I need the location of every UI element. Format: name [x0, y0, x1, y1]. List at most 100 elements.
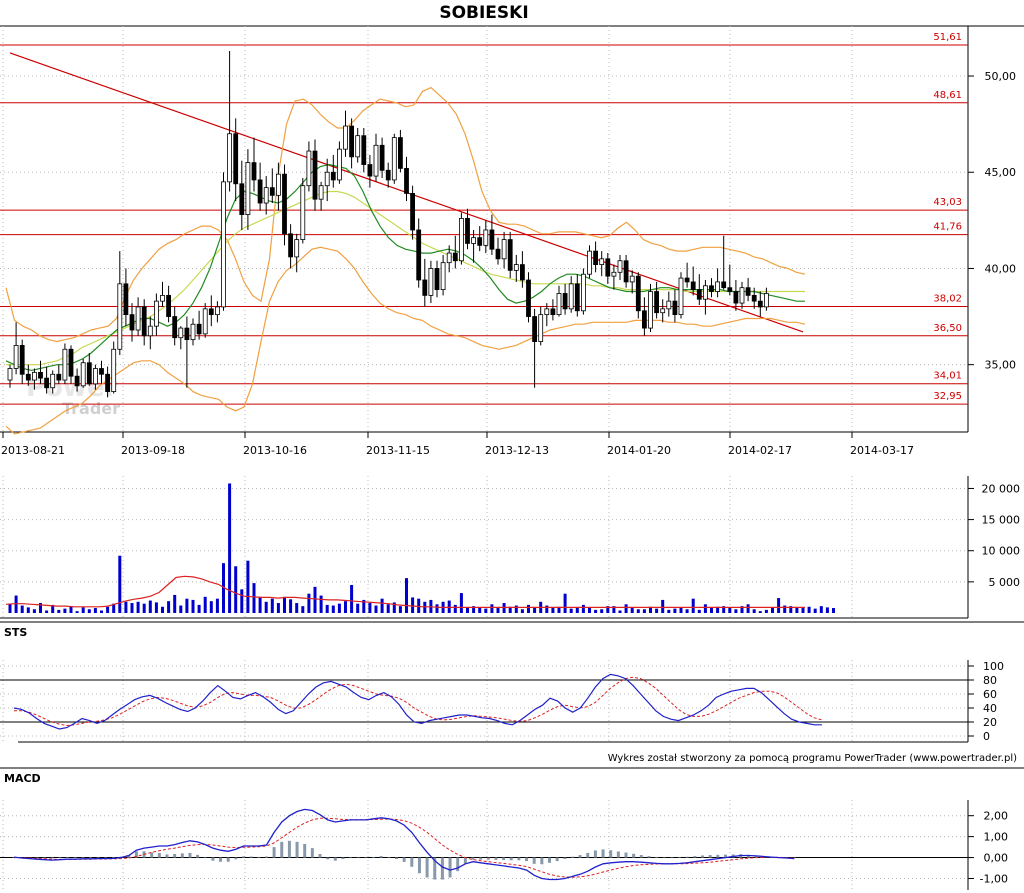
volume-bar-75 — [466, 608, 469, 613]
sts-ytick-label-3: 60 — [983, 688, 997, 701]
candle-11 — [74, 368, 80, 392]
volume-bar-115 — [710, 607, 713, 613]
macd-histogram-bar-99 — [769, 857, 773, 859]
candle-33 — [208, 295, 214, 327]
volume-bar-112 — [691, 598, 695, 613]
macd-histogram-bar-43 — [341, 857, 345, 860]
price-xtick-label-6: 2014-02-17 — [728, 444, 792, 457]
candle-83 — [513, 254, 519, 282]
volume-ytick-label-3: 20 000 — [982, 482, 1021, 495]
macd-histogram-bar-74 — [578, 855, 582, 858]
candle-103 — [635, 272, 641, 319]
candle-17 — [111, 341, 117, 394]
level-label-6: 34,01 — [933, 371, 962, 382]
candle-body-35 — [221, 181, 226, 308]
volume-bar-43 — [270, 598, 274, 613]
candle-body-85 — [526, 279, 531, 317]
candle-body-13 — [86, 362, 92, 385]
candle-66 — [410, 185, 416, 240]
macd-histogram-bar-46 — [364, 857, 368, 859]
candle-body-72 — [446, 252, 452, 264]
volume-bar-21 — [136, 601, 140, 613]
volume-bar-56 — [350, 584, 354, 613]
price-xtick-label-5: 2014-01-20 — [607, 444, 671, 457]
volume-bar-118 — [728, 608, 732, 613]
volume-bar-77 — [478, 607, 482, 613]
price-grid — [0, 26, 968, 890]
macd-histogram-bar-92 — [716, 854, 720, 858]
bollinger-upper-line — [5, 86, 806, 343]
volume-bar-54 — [337, 603, 341, 613]
candle-body-48 — [300, 185, 306, 240]
candle-body-112 — [690, 281, 696, 291]
price-xtick-label-3: 2013-11-15 — [366, 444, 430, 457]
candle-37 — [233, 118, 239, 202]
volume-bar-34 — [215, 598, 219, 613]
macd-histogram-bar-80 — [624, 852, 628, 858]
macd-histogram-bar-35 — [280, 841, 284, 858]
candle-89 — [550, 299, 556, 321]
candle-body-109 — [672, 300, 678, 316]
candle-body-95 — [587, 250, 592, 275]
candle-92 — [568, 276, 574, 313]
candle-15 — [99, 360, 104, 384]
macd-histogram-bar-20 — [165, 854, 169, 858]
candle-120 — [739, 281, 745, 309]
candle-body-111 — [684, 277, 690, 283]
candle-body-117 — [721, 281, 727, 289]
candle-5 — [38, 360, 43, 384]
sts-ytick-label-0: 0 — [983, 730, 990, 743]
candle-121 — [745, 278, 751, 302]
macd-histogram-bar-7 — [66, 857, 70, 858]
volume-bar-16 — [106, 606, 110, 613]
candle-body-43 — [269, 187, 275, 196]
volume-bar-36 — [228, 483, 232, 613]
volume-bar-22 — [142, 603, 146, 613]
volume-bar-55 — [344, 601, 347, 613]
candle-21 — [135, 297, 141, 336]
macd-histogram-bar-16 — [134, 851, 138, 858]
volume-ytick-label-2: 15 000 — [982, 514, 1021, 527]
volume-bar-9 — [63, 608, 67, 613]
candle-body-68 — [422, 279, 428, 296]
candle-96 — [593, 241, 598, 273]
candle-73 — [452, 235, 458, 269]
macd-histogram-bar-77 — [601, 849, 605, 858]
candle-body-12 — [80, 362, 86, 387]
candle-45 — [282, 164, 287, 246]
candle-107 — [660, 299, 666, 323]
macd-histogram-bar-25 — [203, 857, 207, 859]
candle-body-18 — [117, 283, 123, 350]
price-xtick-label-1: 2013-09-18 — [121, 444, 185, 457]
candle-body-79 — [489, 229, 495, 250]
candle-body-110 — [678, 277, 684, 316]
macd-histogram-bar-56 — [440, 857, 444, 880]
candle-118 — [727, 264, 733, 296]
candle-body-19 — [123, 283, 129, 316]
volume-bar-30 — [191, 599, 195, 613]
macd-histogram-bar-62 — [486, 857, 490, 860]
candle-body-5 — [38, 371, 43, 379]
macd-histogram-bar-26 — [211, 857, 215, 861]
candle-body-91 — [562, 293, 568, 310]
candle-body-10 — [68, 348, 74, 377]
macd-histogram-bar-65 — [509, 857, 513, 861]
macd-histogram-bar-57 — [448, 857, 452, 878]
candle-27 — [172, 306, 178, 346]
macd-histogram-bar-60 — [471, 857, 475, 860]
candle-body-77 — [477, 237, 483, 246]
candle-body-1 — [13, 345, 19, 369]
candle-99 — [611, 264, 617, 290]
candle-109 — [672, 289, 678, 323]
price-ytick-label-0: 35,00 — [985, 359, 1017, 372]
candle-67 — [416, 218, 422, 288]
volume-bar-48 — [301, 606, 305, 613]
price-xtick-label-2: 2013-10-16 — [243, 444, 307, 457]
volume-bar-85 — [527, 604, 530, 613]
sts-signal-line — [14, 676, 823, 727]
macd-histogram-bar-91 — [708, 855, 712, 858]
macd-histogram-bar-84 — [655, 856, 659, 858]
macd-histogram-bar-13 — [111, 857, 115, 858]
volume-bar-128 — [789, 606, 793, 613]
candle-80 — [495, 237, 501, 265]
